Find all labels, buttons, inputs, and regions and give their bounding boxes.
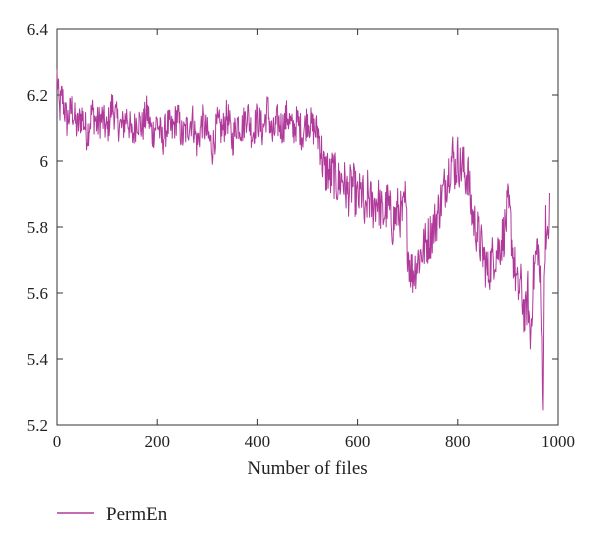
series-line-permen (56, 69, 550, 411)
plot-frame-group (56, 28, 559, 426)
x-tick-label: 400 (245, 432, 271, 451)
y-tick-label: 5.6 (27, 284, 48, 303)
x-tick-label: 800 (445, 432, 471, 451)
y-tick-label: 5.2 (27, 416, 48, 435)
legend: PermEn (57, 504, 168, 525)
y-tick-label: 5.4 (27, 350, 49, 369)
y-tick-label: 6 (40, 152, 49, 171)
axis-tick-labels: 0 200 400 600 800 1000 5.2 5.4 5.6 5.8 6 6.2 6.4 (27, 20, 575, 451)
x-tick-label: 1000 (541, 432, 575, 451)
series-group (56, 69, 550, 411)
axis-ticks (56, 28, 559, 426)
x-axis-label: Number of files (247, 458, 367, 479)
y-tick-label: 6.2 (27, 86, 48, 105)
x-tick-label: 600 (345, 432, 371, 451)
y-tick-label: 5.8 (27, 218, 48, 237)
x-tick-label: 200 (144, 432, 170, 451)
y-tick-label: 6.4 (27, 20, 49, 39)
legend-label-permen: PermEn (106, 504, 168, 525)
plot-frame (56, 28, 559, 426)
x-tick-label: 0 (53, 432, 62, 451)
